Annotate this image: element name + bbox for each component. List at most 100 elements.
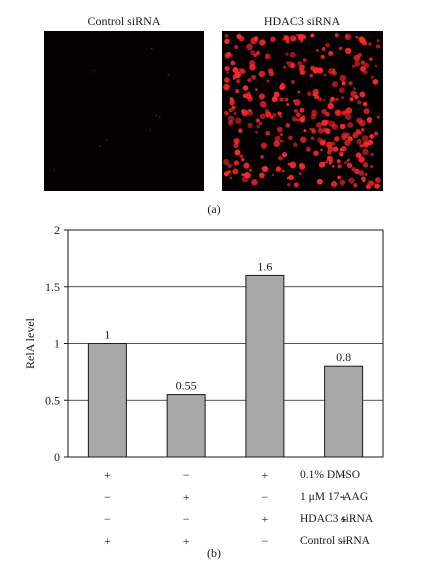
cell-spot — [344, 47, 352, 55]
cell-spot — [310, 33, 315, 38]
cell-spot — [328, 50, 334, 56]
condition-sign: + — [182, 490, 190, 504]
cell-spot — [345, 35, 349, 38]
cell-spot — [353, 183, 358, 188]
cell-spot — [356, 138, 363, 145]
cell-spot — [358, 156, 365, 163]
cell-spot — [289, 51, 296, 58]
cell-spot — [281, 38, 285, 41]
cell-spot — [255, 118, 260, 123]
cell-spot — [242, 85, 249, 91]
cell-spot — [285, 52, 289, 56]
condition-sign: + — [103, 468, 111, 482]
cell-spot — [302, 58, 307, 63]
cell-spot — [280, 83, 284, 87]
cell-spot — [362, 162, 369, 168]
cell-spot — [105, 139, 108, 142]
cell-spot — [245, 162, 250, 167]
bar-value-label: 1 — [104, 328, 110, 342]
control-sirna-image — [53, 47, 170, 171]
cell-spot — [242, 93, 248, 99]
cell-spot — [250, 37, 258, 45]
cell-spot — [355, 152, 362, 158]
cell-spot — [316, 48, 319, 52]
cell-spot — [276, 126, 283, 133]
cell-spot — [339, 74, 347, 82]
cell-spot — [350, 90, 357, 97]
cell-spot — [317, 127, 324, 134]
cell-spot — [369, 133, 375, 139]
cell-spot — [322, 161, 326, 165]
condition-sign: + — [340, 490, 348, 504]
cell-spot — [360, 60, 366, 65]
cell-spot — [271, 96, 278, 103]
cell-spot — [258, 70, 266, 78]
cell-spot — [223, 83, 230, 91]
cell-spot — [336, 159, 341, 164]
cell-spot — [279, 132, 284, 137]
cell-spot — [150, 47, 153, 50]
cell-spot — [228, 108, 233, 113]
condition-sign: + — [261, 512, 269, 526]
cell-spot — [364, 173, 368, 176]
bar — [166, 394, 206, 458]
cell-spot — [241, 158, 245, 162]
cell-spot — [224, 38, 230, 45]
cell-spot — [230, 60, 236, 66]
hdac3-sirna-title: HDAC3 siRNA — [263, 14, 341, 28]
cell-spot — [348, 177, 355, 184]
cell-spot — [293, 108, 298, 113]
cell-spot — [234, 45, 239, 50]
cell-spot — [346, 162, 353, 168]
cell-spot — [223, 158, 230, 166]
cell-spot — [367, 139, 374, 146]
cell-spot — [277, 111, 282, 116]
cell-spot — [273, 91, 280, 98]
cell-spot — [325, 120, 330, 124]
cell-spot — [234, 149, 241, 156]
cell-spot — [374, 131, 379, 136]
cell-spot — [229, 176, 233, 180]
cell-spot — [368, 42, 372, 46]
cell-spot — [354, 168, 360, 175]
cell-spot — [375, 44, 381, 49]
cell-spot — [286, 39, 290, 44]
cell-spot — [313, 69, 318, 74]
cell-spot — [325, 160, 328, 164]
cell-spot — [298, 162, 305, 169]
cell-spot — [339, 151, 344, 157]
cell-spot — [275, 166, 282, 172]
cell-spot — [307, 91, 312, 97]
cell-spot — [282, 152, 287, 158]
cell-spot — [337, 175, 341, 180]
y-axis-label: RelA level — [23, 317, 37, 369]
cell-spot — [241, 108, 246, 114]
cell-spot — [248, 109, 252, 113]
cell-spot — [353, 87, 357, 91]
cell-spot — [283, 65, 287, 69]
cell-spot — [323, 98, 326, 102]
cell-spot — [358, 36, 365, 42]
y-tick-label: 1.5 — [45, 280, 60, 294]
cell-spot — [376, 115, 380, 119]
cell-spot — [327, 146, 334, 153]
cell-spot — [367, 119, 372, 124]
cell-spot — [270, 36, 276, 43]
cell-spot — [290, 35, 297, 42]
cell-spot — [345, 107, 353, 114]
cell-spot — [299, 107, 305, 113]
condition-sign: − — [340, 534, 348, 548]
cell-spot — [286, 176, 291, 180]
cell-spot — [362, 179, 366, 183]
cell-spot — [238, 128, 243, 133]
cell-spot — [341, 132, 348, 139]
cell-spot — [334, 33, 339, 38]
cell-spot — [293, 182, 299, 188]
cell-spot — [339, 179, 346, 186]
cell-spot — [286, 61, 289, 64]
y-tick-label: 0.5 — [45, 393, 60, 407]
cell-spot — [362, 101, 368, 107]
cell-spot — [224, 77, 230, 83]
cell-spot — [256, 51, 260, 55]
cell-spot — [375, 177, 381, 183]
